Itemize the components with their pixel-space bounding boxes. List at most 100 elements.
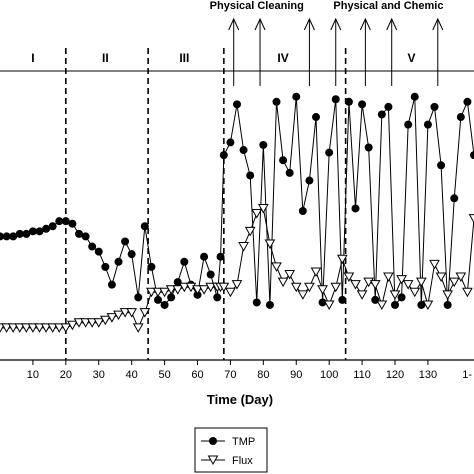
annotation-0: Physical Cleaning [210, 0, 304, 12]
flux-point [139, 308, 151, 318]
flux-point [119, 308, 131, 318]
flux-point [435, 272, 447, 283]
tmp-point [2, 232, 11, 241]
legend-flux-label: Flux [232, 455, 253, 467]
flux-point [422, 300, 434, 310]
x-tick-label: 130 [419, 369, 437, 381]
flux-point [60, 323, 72, 333]
x-tick-label: 100 [320, 369, 338, 381]
tmp-point [160, 300, 169, 309]
tmp-point [305, 176, 314, 185]
tmp-point [252, 298, 261, 307]
phase-label-1: II [102, 51, 109, 65]
cleaning-arrow-4 [359, 17, 371, 86]
tmp-point [463, 97, 472, 106]
flux-point [383, 272, 394, 283]
cleaning-arrow-5 [386, 17, 398, 86]
tmp-point [364, 143, 373, 152]
tmp-point [384, 102, 393, 111]
flux-point [323, 300, 335, 310]
annotation-1: Physical and Chemic [333, 0, 443, 12]
flux-point [369, 280, 381, 290]
tmp-point [42, 224, 51, 233]
x-tick-label: 10 [27, 369, 39, 381]
flux-point [86, 318, 98, 328]
flux-point [185, 282, 197, 293]
tmp-point [397, 293, 406, 302]
flux-point [251, 209, 263, 219]
tmp-point [450, 194, 459, 203]
flux-point [126, 308, 138, 318]
phase-label-0: I [31, 51, 34, 65]
flux-point [172, 285, 184, 295]
tmp-point [410, 92, 419, 101]
tmp-point [318, 298, 327, 307]
tmp-point [358, 100, 367, 109]
tmp-point [285, 168, 294, 177]
x-tick-label: 60 [191, 369, 203, 381]
flux-point [27, 323, 39, 333]
flux-point [290, 282, 302, 293]
x-tick-label: 120 [386, 369, 404, 381]
tmp-point [456, 113, 465, 122]
flux-point [317, 285, 328, 295]
x-tick-label: 70 [224, 369, 236, 381]
flux-point [165, 285, 177, 295]
x-tick-label: 80 [257, 369, 269, 381]
flux-point [402, 280, 414, 290]
flux-point [99, 315, 111, 326]
tmp-point [22, 229, 31, 238]
flux-point [40, 323, 52, 333]
flux-point [376, 300, 388, 310]
tmp-point [88, 242, 97, 251]
tmp-point [121, 237, 130, 246]
tmp-point [344, 97, 353, 106]
tmp-point [213, 293, 222, 302]
tmp-point [437, 161, 446, 170]
flux-point [264, 239, 276, 250]
arrow-head-0 [228, 17, 240, 31]
tmp-point [265, 300, 274, 309]
arrow-head-2 [303, 17, 315, 31]
flux-point [7, 323, 19, 333]
x-tick-label: 30 [93, 369, 105, 381]
arrow-head-5 [386, 17, 398, 31]
tmp-point [134, 293, 143, 302]
flux-point [442, 290, 454, 300]
flux-point [336, 254, 348, 265]
tmp-point [173, 278, 182, 287]
flux-point [178, 282, 190, 293]
flux-point [396, 275, 407, 285]
tmp-point [239, 146, 248, 155]
legend-tmp-marker [209, 437, 217, 445]
flux-point [225, 287, 236, 298]
flux-point [113, 310, 124, 321]
series-line-tmp [0, 96, 474, 307]
flux-point [231, 280, 243, 290]
flux-point [93, 318, 105, 328]
tmp-point [101, 262, 110, 271]
plot-axes [0, 70, 474, 361]
tmp-point [219, 151, 228, 160]
tmp-point [114, 257, 123, 266]
flux-point [429, 259, 440, 270]
x-tick-label: 110 [353, 369, 371, 381]
legend: TMP Flux [194, 427, 268, 473]
tmp-point [167, 293, 176, 302]
flux-point [67, 320, 78, 331]
tmp-point [55, 217, 64, 226]
tmp-point [233, 100, 241, 109]
flux-point [152, 287, 164, 298]
x-tick-label: 90 [290, 369, 302, 381]
legend-tmp-label: TMP [232, 436, 255, 448]
tmp-point [423, 120, 432, 129]
tmp-point [35, 227, 44, 236]
tmp-point [154, 295, 162, 304]
x-ticks: 10 20 30 40 50 60 70 80 90 100 110 120 130 1- [27, 360, 472, 381]
flux-point [343, 272, 355, 283]
tmp-point [470, 151, 474, 160]
tmp-point [180, 257, 189, 266]
cleaning-arrow-1 [254, 17, 266, 86]
tmp-point [193, 290, 202, 299]
